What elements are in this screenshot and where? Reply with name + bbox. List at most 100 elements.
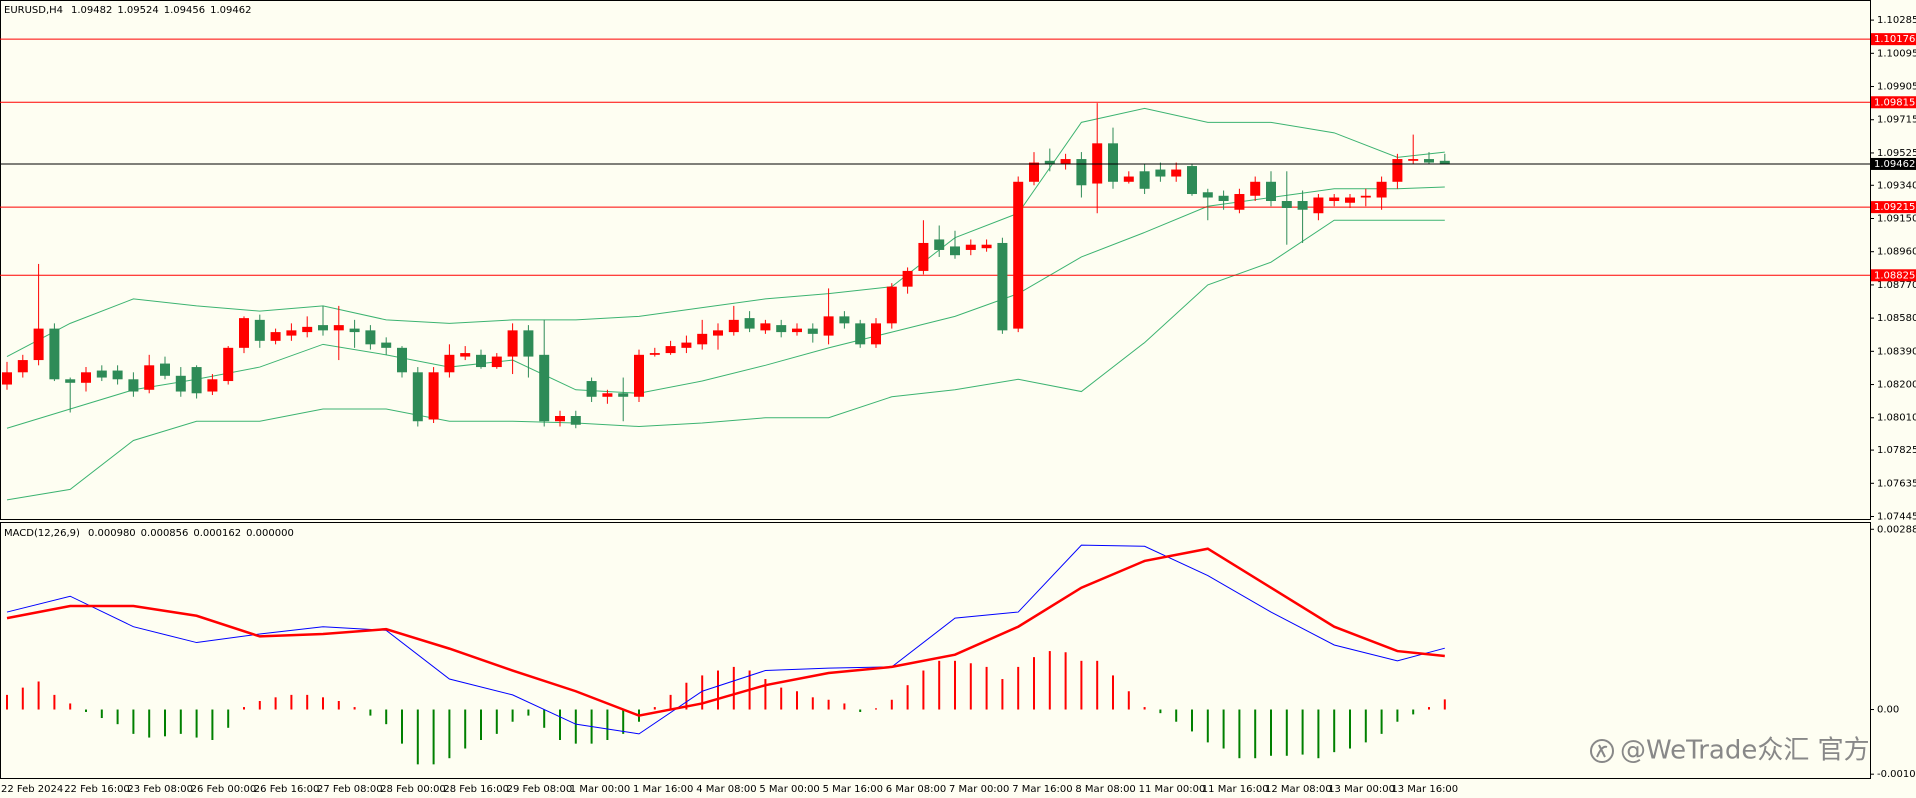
- x-tick-label: 29 Feb 08:00: [507, 784, 573, 795]
- candle-body: [333, 325, 344, 331]
- y-tick-label: 1.10285: [1877, 15, 1916, 26]
- candle-body: [239, 318, 249, 348]
- x-tick-label: 7 Mar 16:00: [1012, 784, 1072, 795]
- level-label-box: [1871, 201, 1916, 214]
- panel-value: 0.000980: [88, 528, 136, 539]
- panel-title: EURUSD,H4: [4, 5, 63, 16]
- candle-body: [602, 393, 613, 397]
- panel-value: 0.000856: [141, 528, 189, 539]
- candle-body: [918, 242, 929, 271]
- candle-body: [128, 379, 139, 392]
- candle-body: [1281, 201, 1292, 208]
- candle-body: [570, 416, 581, 425]
- candle-body: [1392, 159, 1403, 182]
- candle-body: [207, 379, 218, 392]
- candle-body: [49, 328, 60, 380]
- candle-body: [1092, 143, 1103, 184]
- candle-body: [460, 353, 471, 357]
- candle-body: [1044, 160, 1055, 165]
- x-tick-label: 4 Mar 08:00: [696, 784, 756, 795]
- x-tick-label: 8 Mar 08:00: [1075, 784, 1135, 795]
- candle-body: [1218, 195, 1229, 202]
- last-price-label: 1.09462: [1874, 159, 1915, 170]
- candle-body: [1266, 181, 1276, 202]
- candle-body: [1155, 169, 1166, 177]
- candle-body: [1439, 160, 1450, 165]
- y-tick-label: 1.07635: [1877, 478, 1916, 489]
- macd-line: [6, 547, 1445, 717]
- candle-body: [1360, 195, 1371, 198]
- x-tick-label: 11 Mar 16:00: [1202, 784, 1269, 795]
- candle-body: [270, 332, 281, 341]
- candle-body: [792, 328, 802, 333]
- candle-body: [1060, 159, 1071, 165]
- panel-title: MACD(12,26,9): [4, 528, 80, 539]
- candle-body: [807, 328, 818, 334]
- panel-value: 1.09482: [71, 5, 112, 16]
- watermark-icon: [1590, 739, 1614, 763]
- candle-body: [934, 239, 945, 250]
- candle-body: [1234, 194, 1245, 210]
- candle-body: [444, 354, 455, 373]
- panel-value: 1.09462: [210, 5, 251, 16]
- candle-body: [318, 325, 328, 331]
- candle-body: [744, 318, 755, 329]
- candle-body: [981, 244, 992, 249]
- y-tick-label: 1.10095: [1877, 48, 1916, 59]
- candle-body: [381, 342, 392, 348]
- x-tick-label: 7 Mar 00:00: [949, 784, 1009, 795]
- x-tick-label: 22 Feb 16:00: [64, 784, 130, 795]
- y-tick-label: 1.08580: [1877, 313, 1916, 324]
- candle-body: [776, 325, 787, 333]
- candle-body: [713, 330, 723, 336]
- candle-body: [618, 393, 629, 397]
- x-tick-label: 23 Feb 08:00: [127, 784, 193, 795]
- candle-body: [144, 365, 155, 390]
- candle-body: [507, 330, 518, 357]
- y-tick-label: -0.001033: [1877, 769, 1916, 780]
- candle-body: [634, 354, 644, 397]
- candle-body: [1424, 159, 1434, 163]
- level-label: 1.10176: [1874, 34, 1915, 45]
- candle-body: [902, 270, 913, 287]
- bollinger-band: [6, 107, 1445, 358]
- candle-body: [997, 242, 1008, 331]
- candle-body: [1171, 169, 1182, 177]
- candle-body: [1108, 143, 1118, 182]
- level-label-box: [1871, 96, 1916, 109]
- x-tick-label: 1 Mar 00:00: [570, 784, 630, 795]
- candle-body: [871, 323, 881, 345]
- y-tick-label: 1.08960: [1877, 247, 1916, 258]
- candle-body: [1376, 181, 1387, 198]
- y-tick-label: 1.09340: [1877, 180, 1916, 191]
- x-tick-label: 13 Mar 00:00: [1328, 784, 1395, 795]
- panel-value: 0.000000: [246, 528, 294, 539]
- panel-value: 1.09524: [117, 5, 158, 16]
- candle-body: [17, 360, 28, 373]
- y-tick-label: 1.09715: [1877, 115, 1916, 126]
- x-tick-label: 26 Feb 16:00: [254, 784, 320, 795]
- x-tick-label: 28 Feb 16:00: [443, 784, 509, 795]
- x-tick-label: 5 Mar 00:00: [759, 784, 819, 795]
- candle-body: [1250, 181, 1261, 196]
- candle-body: [1029, 162, 1039, 182]
- candle-body: [1187, 166, 1197, 195]
- candle-body: [539, 354, 550, 422]
- candle-body: [586, 381, 597, 397]
- y-tick-label: 1.07825: [1877, 445, 1916, 456]
- candle-body: [65, 379, 76, 383]
- candle-body: [1076, 159, 1087, 186]
- candle-body: [96, 370, 107, 378]
- candle-body: [760, 323, 771, 331]
- level-label: 1.09815: [1874, 97, 1915, 108]
- candle-body: [302, 326, 313, 333]
- candle-body: [839, 316, 850, 324]
- y-tick-label: 1.08200: [1877, 380, 1916, 391]
- x-tick-label: 11 Mar 00:00: [1139, 784, 1206, 795]
- candle-body: [428, 372, 439, 420]
- x-tick-label: 6 Mar 08:00: [886, 784, 946, 795]
- x-tick-label: 26 Feb 00:00: [191, 784, 257, 795]
- candle-body: [286, 330, 297, 336]
- candle-body: [412, 372, 423, 422]
